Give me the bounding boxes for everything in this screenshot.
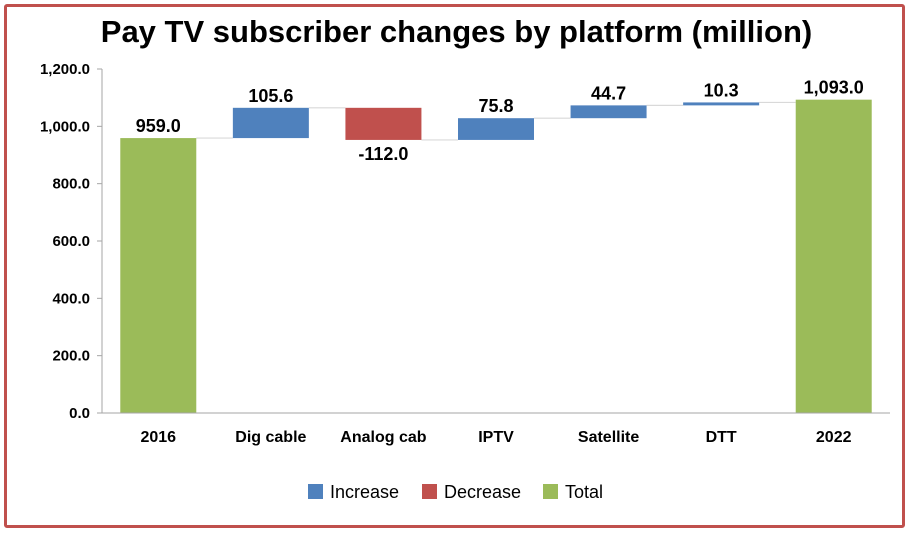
y-tick-label: 400.0	[52, 290, 90, 307]
legend-swatch-total	[543, 484, 558, 499]
y-tick-label: 200.0	[52, 348, 90, 365]
data-label: 44.7	[591, 83, 626, 103]
chart-title: Pay TV subscriber changes by platform (m…	[100, 14, 813, 49]
legend-label-decrease: Decrease	[444, 482, 521, 502]
bars	[120, 99, 872, 413]
x-tick-label: DTT	[706, 429, 737, 446]
y-tick-label: 1,000.0	[40, 118, 90, 135]
data-label: 75.8	[478, 96, 513, 116]
y-axis: 0.0 200.0 400.0 600.0 800.0 1,000.0 1,200.0	[40, 61, 103, 422]
data-label: -112.0	[358, 144, 408, 164]
y-tick-label: 1,200.0	[40, 61, 90, 78]
data-labels: 959.0 105.6 -112.0 75.8 44.7 10.3 1,093.0	[136, 78, 864, 164]
legend: Increase Decrease Total	[308, 482, 603, 502]
bar-dtt	[683, 102, 760, 106]
x-axis: 2016 Dig cable Analog cab IPTV Satellite DTT 2…	[102, 412, 890, 446]
legend-swatch-decrease	[422, 484, 437, 499]
legend-label-increase: Increase	[330, 482, 399, 502]
data-label: 105.6	[248, 86, 293, 106]
data-label: 959.0	[136, 116, 181, 136]
x-tick-label: IPTV	[478, 429, 514, 446]
x-tick-label: 2016	[140, 429, 176, 446]
y-tick-label: 600.0	[52, 233, 90, 250]
connectors	[196, 101, 796, 141]
data-label: 10.3	[704, 80, 739, 100]
bar-dig-cable	[232, 107, 309, 139]
x-tick-label: Dig cable	[235, 429, 306, 446]
legend-label-total: Total	[565, 482, 603, 502]
bar-analog-cab	[345, 107, 422, 140]
bar-2016	[120, 138, 197, 413]
bar-iptv	[458, 118, 534, 140]
bar-satellite	[570, 105, 647, 119]
y-tick-label: 800.0	[52, 176, 90, 193]
data-label: 1,093.0	[804, 78, 864, 98]
bar-2022	[795, 99, 872, 413]
y-tick-label: 0.0	[69, 405, 90, 422]
x-tick-label: Analog cab	[340, 429, 426, 446]
legend-swatch-increase	[308, 484, 323, 499]
x-tick-label: 2022	[816, 429, 852, 446]
x-tick-label: Satellite	[578, 429, 639, 446]
